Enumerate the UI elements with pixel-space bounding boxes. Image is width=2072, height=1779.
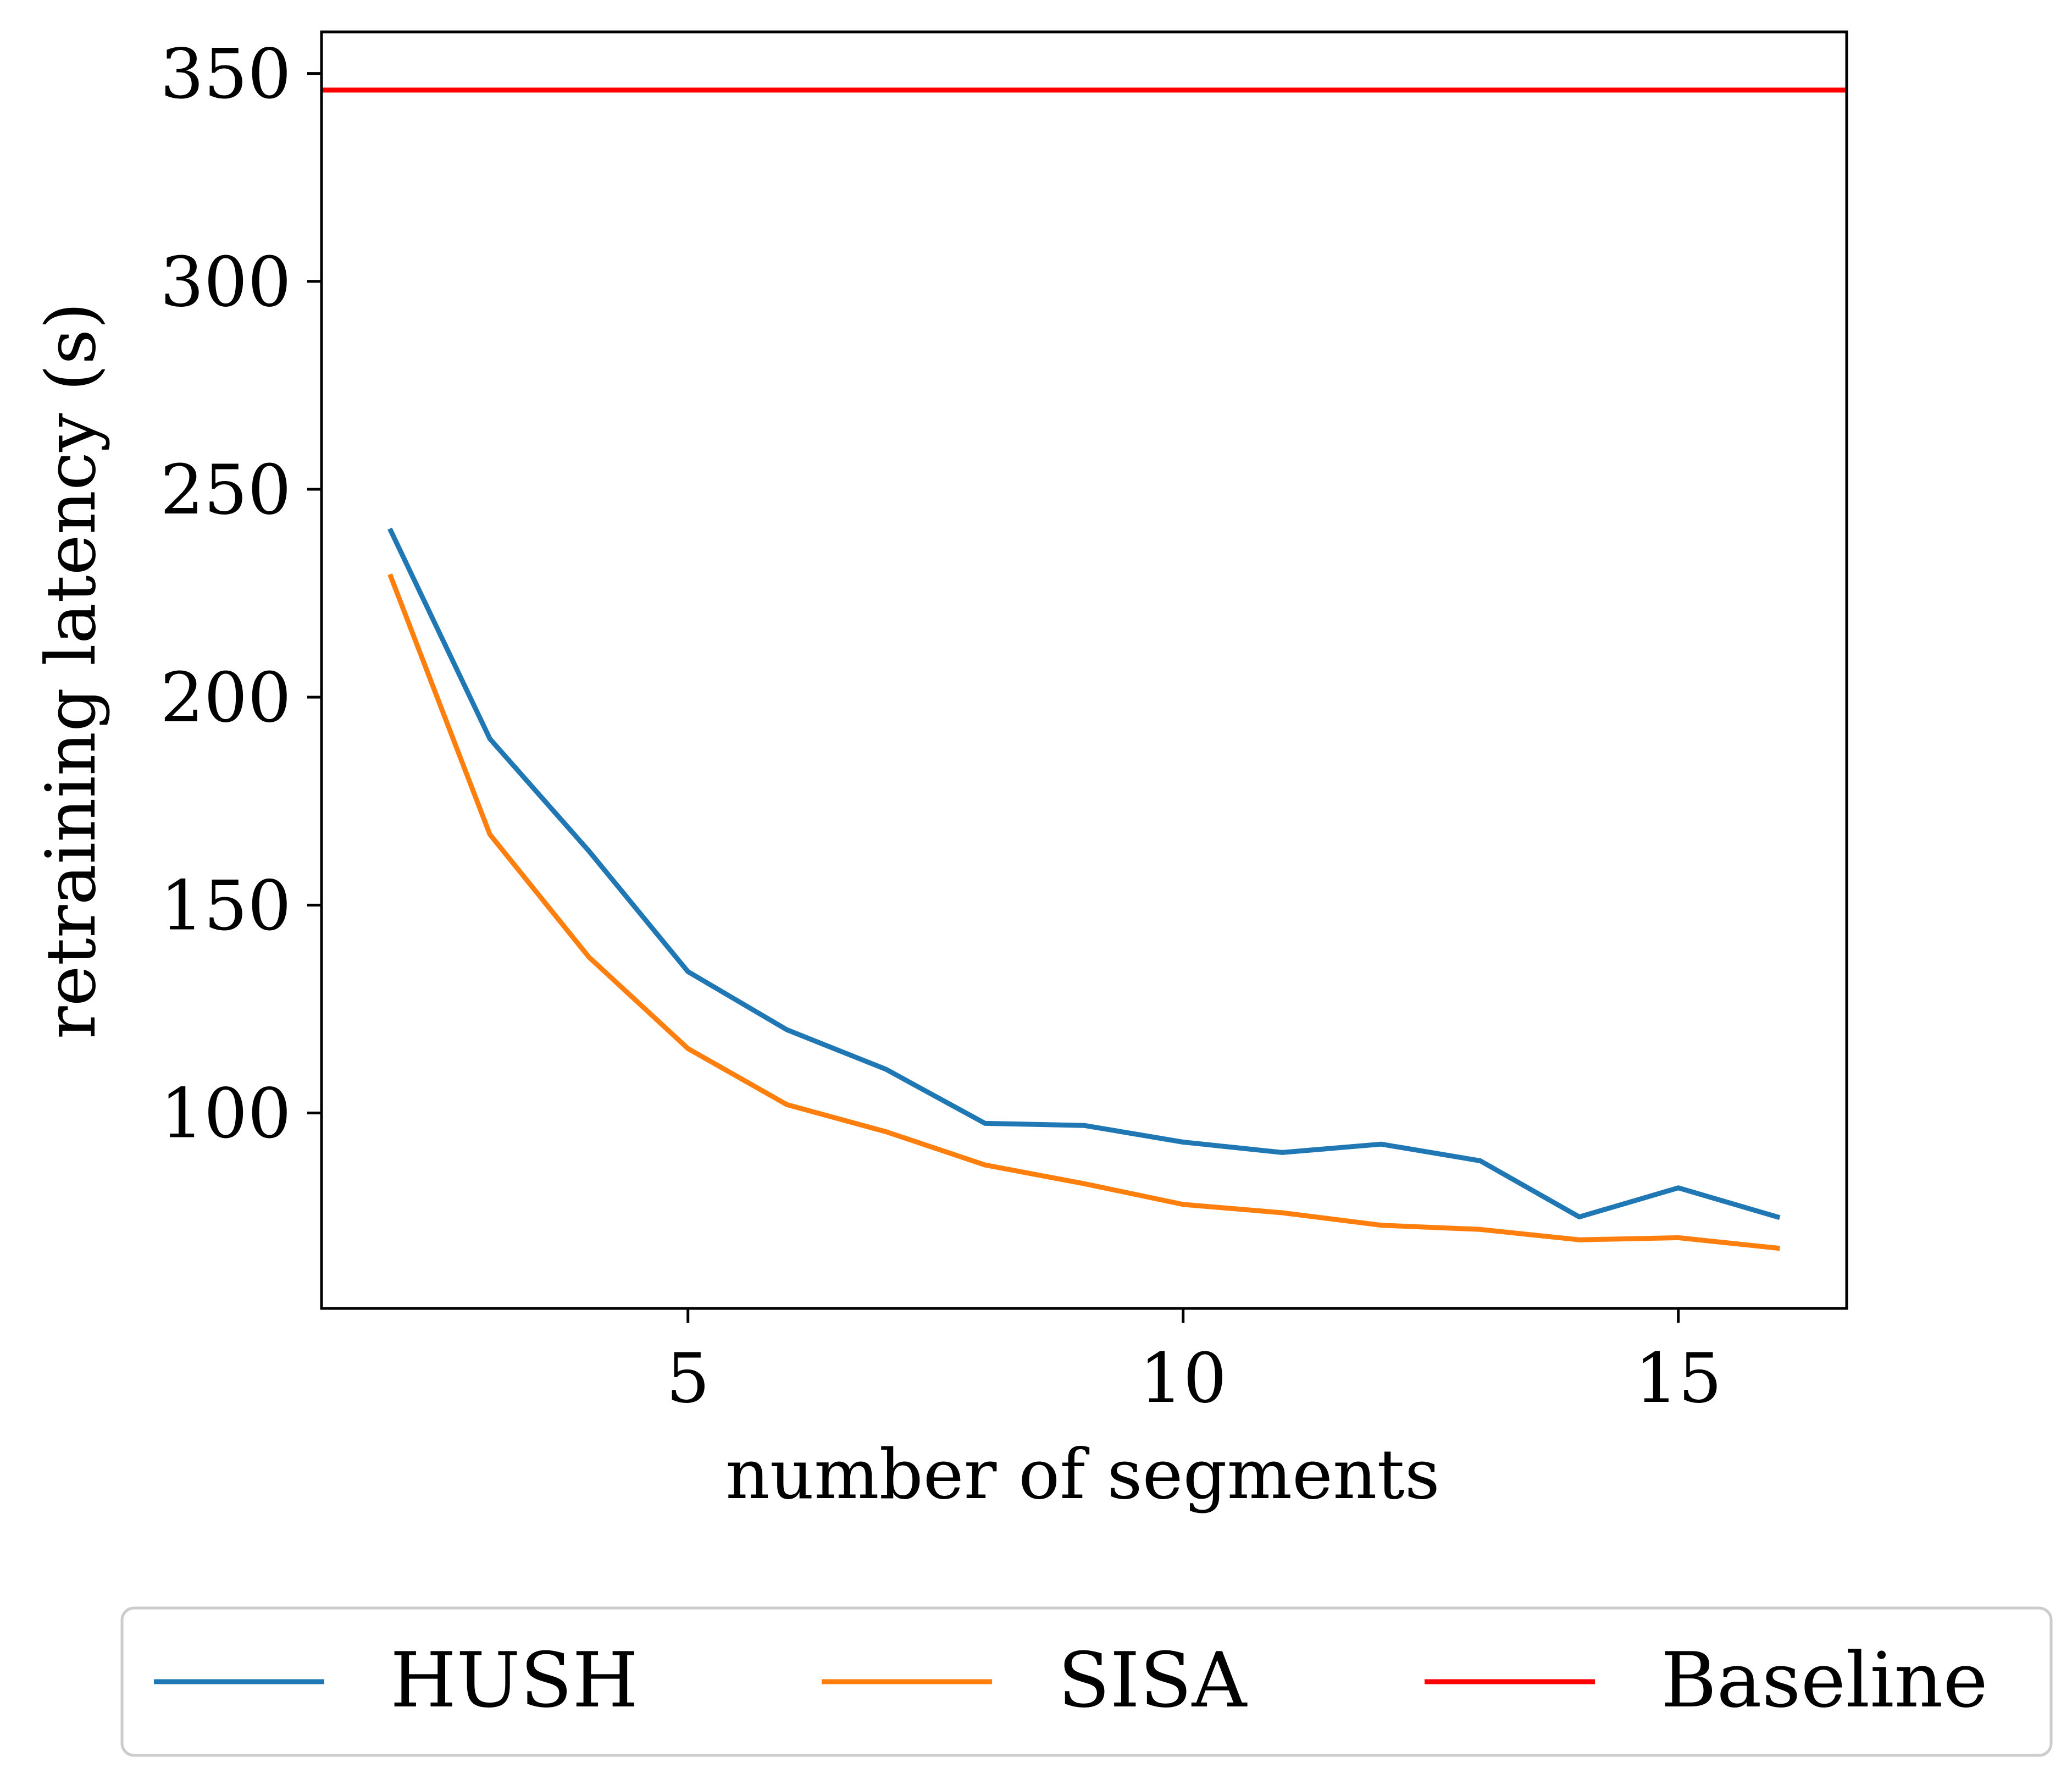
series-line-hush: [387, 527, 1781, 1220]
series-line-sisa: [387, 573, 1780, 1251]
legend-box: [120, 1606, 2053, 1757]
plot-layer: [322, 87, 1847, 1251]
legend-label-baseline: Baseline: [1661, 1636, 1988, 1725]
legend-label-hush: HUSH: [390, 1636, 639, 1725]
y-tick-label: 250: [160, 450, 291, 530]
y-tick-label: 150: [160, 866, 291, 946]
x-tick-label: 15: [1635, 1339, 1722, 1418]
y-tick-label: 300: [160, 242, 291, 322]
y-tick-label: 350: [160, 35, 291, 114]
x-tick-label: 10: [1139, 1339, 1227, 1418]
plot-frame: [320, 30, 1848, 1310]
x-tick-label: 5: [666, 1339, 710, 1418]
y-axis-label: retraining latency (s): [31, 302, 111, 1039]
y-tick-label: 100: [160, 1074, 291, 1154]
legend-label-sisa: SISA: [1058, 1636, 1248, 1725]
y-tick-label: 200: [160, 658, 291, 738]
legend: HUSH SISA Baseline: [120, 1606, 2053, 1757]
axes-layer: 5 10 15 100 150 200 250 300 350: [160, 30, 1848, 1418]
x-axis-label: number of segments: [725, 1435, 1440, 1515]
